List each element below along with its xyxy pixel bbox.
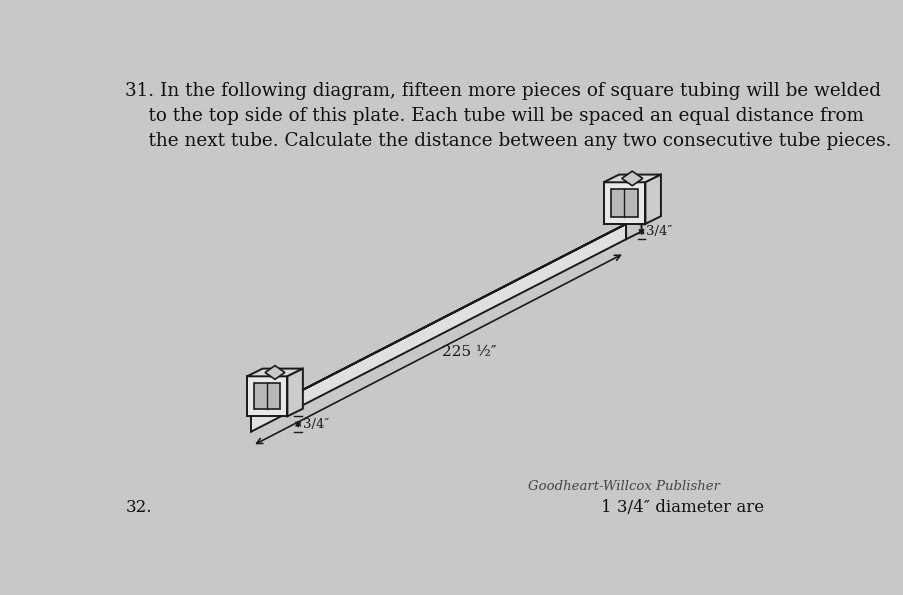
Polygon shape (610, 189, 638, 217)
Polygon shape (645, 174, 660, 224)
Polygon shape (265, 365, 284, 380)
Text: Goodheart-Willcox Publisher: Goodheart-Willcox Publisher (527, 480, 719, 493)
Polygon shape (603, 182, 645, 224)
Polygon shape (621, 171, 642, 186)
Polygon shape (603, 174, 660, 182)
Polygon shape (247, 369, 303, 376)
Text: 3/4″: 3/4″ (303, 418, 329, 431)
Polygon shape (251, 224, 626, 432)
Polygon shape (287, 369, 303, 416)
Polygon shape (247, 376, 287, 416)
Polygon shape (251, 216, 641, 416)
Polygon shape (626, 216, 641, 239)
Text: 3/4″: 3/4″ (646, 225, 672, 238)
Text: 32.: 32. (126, 499, 152, 516)
Text: 31. In the following diagram, fifteen more pieces of square tubing will be welde: 31. In the following diagram, fifteen mo… (126, 82, 891, 150)
Text: 225 ½″: 225 ½″ (442, 345, 497, 359)
Text: 1 3/4″ diameter are: 1 3/4″ diameter are (600, 499, 764, 516)
Polygon shape (254, 383, 280, 409)
